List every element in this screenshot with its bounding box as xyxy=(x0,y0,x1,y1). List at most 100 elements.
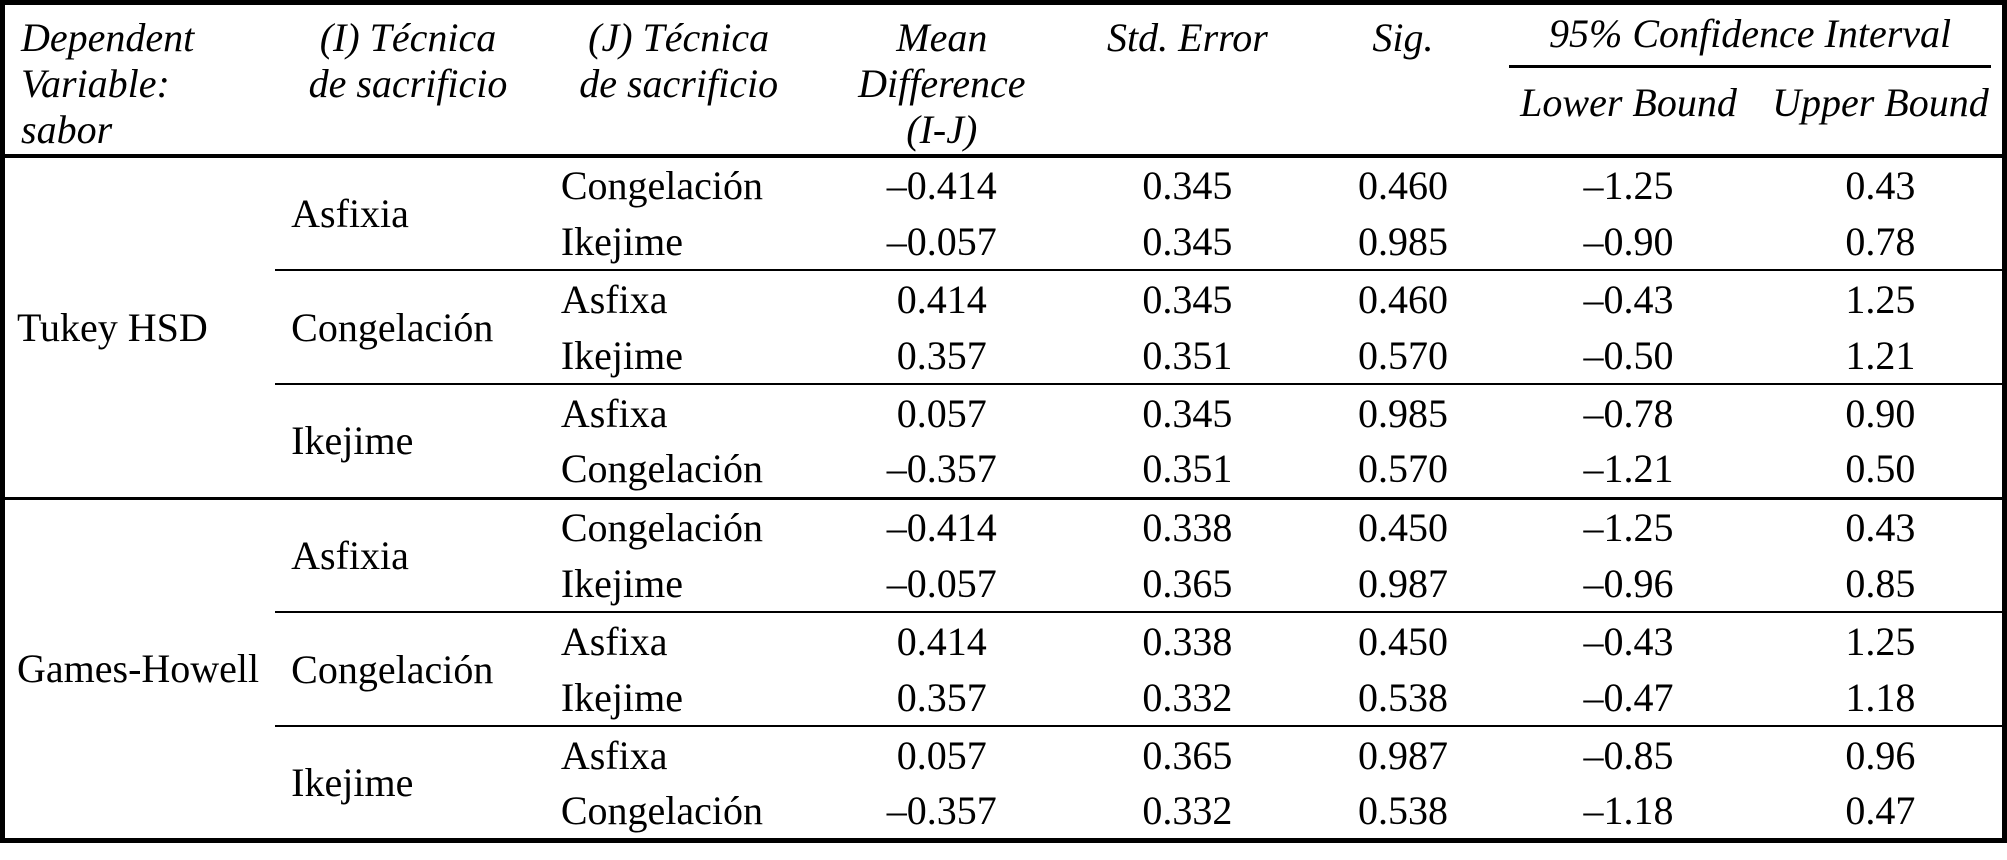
cell-lower-bound: –0.90 xyxy=(1583,218,1674,264)
confidence-interval-label: 95% Confidence Interval xyxy=(1509,11,1991,68)
cell-sig: 0.987 xyxy=(1307,725,1499,783)
header-sig: Sig. xyxy=(1307,2,1499,158)
cell-std-error: 0.365 xyxy=(1067,725,1308,783)
cell-upper-bound: 1.18 xyxy=(1845,674,1916,720)
table-row: Congelación –0.357 0.332 0.538 –1.18 0.4… xyxy=(3,783,2005,840)
cell-section-label: Games-Howell xyxy=(17,646,260,691)
cell-std-error: 0.345 xyxy=(1142,163,1233,208)
table-row: Ikejime –0.057 0.365 0.987 –0.96 0.85 xyxy=(3,555,2005,612)
cell-sig: 0.538 xyxy=(1357,674,1448,720)
cell-std-error: 0.338 xyxy=(1067,611,1308,669)
cell-mean-diff: 0.357 xyxy=(896,332,987,378)
cell-mean-diff: 0.057 xyxy=(816,383,1068,441)
cell-sig: 0.987 xyxy=(1357,560,1448,606)
cell-j-technique: Congelación xyxy=(560,163,763,208)
cell-lower-bound: –0.78 xyxy=(1498,383,1759,441)
cell-std-error: 0.351 xyxy=(1142,446,1233,492)
header-line: (I) Técnica xyxy=(319,15,497,60)
cell-lower-bound: –0.47 xyxy=(1583,674,1674,720)
cell-j-technique: Ikejime xyxy=(560,674,683,720)
table-header: Dependent Variable: sabor (I) Técnica de… xyxy=(2,2,2005,158)
cell-j-technique: Asfixa xyxy=(540,269,817,327)
cell-lower-bound: –1.21 xyxy=(1583,446,1674,492)
table-row: Ikejime 0.357 0.332 0.538 –0.47 1.18 xyxy=(3,669,2005,726)
header-line: de sacrificio xyxy=(579,61,779,106)
cell-mean-diff: –0.414 xyxy=(886,163,997,208)
table-row: Congelación Asfixa 0.414 0.338 0.450 –0.… xyxy=(3,611,2005,726)
cell-i-technique: Asfixia xyxy=(291,191,409,236)
cell-i-technique: Ikejime xyxy=(275,383,541,498)
section-games-howell: Games-Howell Asfixia Congelación –0.414 … xyxy=(2,498,2005,840)
cell-mean-diff: –0.357 xyxy=(886,787,997,833)
cell-j-technique: Congelación xyxy=(560,787,763,833)
cell-j-technique: Ikejime xyxy=(560,560,683,606)
header-line: Dependent xyxy=(21,15,195,60)
cell-upper-bound: 0.50 xyxy=(1845,446,1916,492)
header-line: Mean xyxy=(896,15,988,60)
cell-i-technique: Ikejime xyxy=(275,725,541,840)
table-row: Congelación Asfixa 0.414 0.345 0.460 –0.… xyxy=(3,269,2005,384)
cell-j-technique: Congelación xyxy=(560,504,763,550)
header-line: Variable: xyxy=(21,61,170,106)
cell-mean-diff: 0.357 xyxy=(896,674,987,720)
cell-upper-bound: 0.47 xyxy=(1845,787,1916,833)
header-row-bounds: Lower Bound Upper Bound xyxy=(3,70,2005,158)
cell-std-error: 0.365 xyxy=(1142,560,1233,606)
cell-std-error: 0.332 xyxy=(1142,674,1233,720)
cell-std-error: 0.345 xyxy=(1067,383,1308,441)
cell-lower-bound: –0.96 xyxy=(1583,560,1674,606)
cell-j-technique: Asfixa xyxy=(540,383,817,441)
cell-std-error: 0.332 xyxy=(1142,787,1233,833)
cell-lower-bound: –0.50 xyxy=(1583,332,1674,378)
header-std-error: Std. Error xyxy=(1067,2,1308,158)
cell-lower-bound: –1.25 xyxy=(1583,504,1674,550)
cell-i-technique: Congelación xyxy=(275,611,541,726)
table-row: Ikejime 0.357 0.351 0.570 –0.50 1.21 xyxy=(3,327,2005,384)
header-line: Difference xyxy=(858,61,1026,106)
cell-i-technique: Congelación xyxy=(275,269,541,384)
cell-sig: 0.450 xyxy=(1307,611,1499,669)
cell-j-technique: Asfixa xyxy=(540,611,817,669)
cell-mean-diff: –0.057 xyxy=(886,218,997,264)
cell-mean-diff: 0.414 xyxy=(816,269,1068,327)
section-tukey-hsd: Tukey HSD Asfixia Congelación –0.414 0.3… xyxy=(3,156,2005,498)
cell-upper-bound: 1.21 xyxy=(1845,332,1916,378)
cell-mean-diff: –0.414 xyxy=(886,504,997,550)
cell-upper-bound: 0.43 xyxy=(1845,504,1916,550)
cell-std-error: 0.338 xyxy=(1142,504,1233,550)
cell-section-label: Tukey HSD xyxy=(17,304,208,350)
table-row: Ikejime –0.057 0.345 0.985 –0.90 0.78 xyxy=(3,213,2005,270)
header-line: de sacrificio xyxy=(308,61,508,106)
header-line: sabor xyxy=(21,107,113,152)
table-row: Games-Howell Asfixia Congelación –0.414 … xyxy=(3,498,2005,691)
header-dependent-variable: Dependent Variable: sabor xyxy=(2,2,276,158)
header-lower-bound: Lower Bound xyxy=(1498,70,1759,158)
cell-upper-bound: 0.90 xyxy=(1758,383,2005,441)
cell-upper-bound: 0.85 xyxy=(1845,560,1916,606)
cell-std-error: 0.351 xyxy=(1142,332,1233,378)
cell-sig: 0.570 xyxy=(1357,332,1448,378)
cell-std-error: 0.345 xyxy=(1067,269,1308,327)
cell-std-error: 0.345 xyxy=(1142,218,1233,264)
cell-sig: 0.985 xyxy=(1357,218,1448,264)
cell-upper-bound: 0.78 xyxy=(1845,218,1916,264)
header-line: (I-J) xyxy=(906,107,978,152)
cell-lower-bound: –1.25 xyxy=(1583,163,1674,208)
header-j-technique: (J) Técnica de sacrificio xyxy=(540,2,817,158)
cell-sig: 0.450 xyxy=(1357,504,1448,550)
cell-sig: 0.538 xyxy=(1357,787,1448,833)
cell-sig: 0.460 xyxy=(1357,163,1448,208)
cell-mean-diff: 0.414 xyxy=(816,611,1068,669)
header-upper-bound: Upper Bound xyxy=(1758,70,2005,158)
cell-mean-diff: –0.057 xyxy=(886,560,997,606)
cell-lower-bound: –1.18 xyxy=(1583,787,1674,833)
header-row-main: Dependent Variable: sabor (I) Técnica de… xyxy=(2,2,2005,158)
cell-upper-bound: 1.25 xyxy=(1758,269,2005,327)
cell-lower-bound: –0.43 xyxy=(1498,611,1759,669)
cell-j-technique: Congelación xyxy=(560,446,763,492)
cell-mean-diff: –0.357 xyxy=(886,446,997,492)
cell-lower-bound: –0.43 xyxy=(1498,269,1759,327)
cell-upper-bound: 1.25 xyxy=(1758,611,2005,669)
